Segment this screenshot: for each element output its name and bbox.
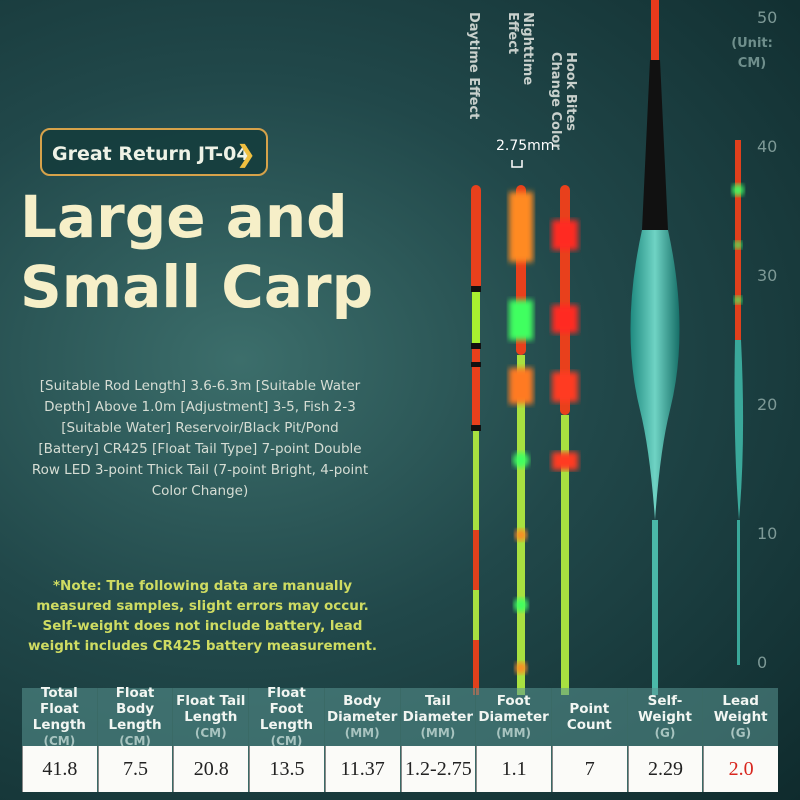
column-header: Float Foot Length (CM) (249, 685, 324, 748)
cell-value: 2.0 (703, 746, 779, 792)
header-text: Point Count (566, 701, 612, 733)
label-line: Effect (505, 12, 520, 55)
label-line: Nighttime (520, 12, 535, 86)
cell-value: 1.2-2.75 (400, 746, 476, 792)
badge-text: Great Return JT-04 (52, 143, 250, 165)
header-unit: (MM) (344, 726, 380, 740)
column-header: Tail Diameter (MM) (400, 688, 476, 746)
scale-tick: 20 (757, 395, 778, 414)
cell-value: 7 (551, 746, 627, 792)
header-unit: (MM) (496, 726, 531, 740)
header-unit: (CM) (119, 734, 151, 748)
bite-float (552, 185, 578, 695)
cell-value: 7.5 (97, 746, 173, 792)
column-header: Body Diameter (MM) (324, 688, 400, 746)
scale-tick: 10 (757, 524, 778, 543)
header-text: Body Diameter (326, 693, 398, 725)
column-header: Lead Weight (G) (703, 688, 779, 746)
headline: Large and Small Carp (20, 182, 373, 322)
table-column: Float Foot Length (CM) 13.5 (248, 685, 324, 792)
header-unit: (CM) (194, 726, 227, 740)
table-column: Lead Weight (G) 2.0 (702, 688, 779, 792)
unit-line: (Unit: (731, 36, 773, 51)
label-line: Change Color (548, 52, 563, 150)
cell-value: 41.8 (22, 746, 97, 792)
float-label: Hook Bites Change Color (548, 52, 578, 150)
header-text: Float Body Length (108, 685, 162, 733)
label-line: Hook Bites (563, 52, 578, 132)
column-header: Float Body Length (CM) (97, 685, 173, 748)
headline-line: Large and (20, 183, 348, 251)
table-column: Foot Diameter (MM) 1.1 (475, 688, 551, 792)
note: *Note: The following data are manually m… (27, 578, 378, 654)
dimension-bracket (511, 160, 523, 168)
cell-value: 13.5 (249, 746, 324, 792)
header-unit: (CM) (270, 734, 303, 748)
headline-line: Small Carp (20, 253, 374, 321)
dimension: 2.75mm (496, 138, 555, 154)
header-unit: (G) (654, 726, 676, 740)
header-unit: (MM) (420, 726, 456, 740)
table-column: Tail Diameter (MM) 1.2-2.75 (399, 688, 476, 792)
header-unit: (G) (730, 726, 752, 740)
header-text: Float Tail Length (176, 693, 246, 725)
table-column: Total Float Length (CM) 41.8 (22, 685, 97, 792)
small-float (732, 140, 744, 665)
chevron: ❯ (235, 140, 256, 168)
header-text: Float Foot Length (259, 685, 314, 733)
spec-table: Total Float Length (CM) 41.8 Float Body Len… (22, 685, 779, 792)
table-column: Self-Weight (G) 2.29 (626, 688, 703, 792)
column-header: Self-Weight (G) (627, 688, 703, 746)
scale-tick: 0 (757, 653, 768, 672)
scale-tick: 50 (757, 8, 778, 27)
table-column: Float Body Length (CM) 7.5 (96, 685, 173, 792)
scale-tick: 30 (757, 266, 778, 285)
column-header: Total Float Length (CM) (22, 685, 97, 748)
daytime-float (471, 185, 481, 695)
table-column: Body Diameter (MM) 11.37 (323, 688, 400, 792)
header-text: Total Float Length (32, 685, 86, 733)
column-header: Point Count (551, 688, 627, 746)
scale-unit: (Unit: CM) (722, 34, 782, 74)
column-header: Float Tail Length (CM) (173, 688, 249, 746)
cell-value: 20.8 (173, 746, 249, 792)
table-column: Point Count 7 (550, 688, 627, 792)
header-text: Tail Diameter (402, 693, 474, 725)
cell-value: 11.37 (324, 746, 400, 792)
column-header: Foot Diameter (MM) (476, 688, 551, 746)
unit-line: CM) (737, 56, 767, 71)
scale-tick: 40 (757, 137, 778, 156)
cell-value: 1.1 (476, 746, 551, 792)
header-text: Foot Diameter (478, 693, 549, 725)
float-label: Nighttime Effect (505, 12, 535, 85)
table-column: Float Tail Length (CM) 20.8 (172, 688, 249, 792)
large-float (630, 0, 680, 695)
description: [Suitable Rod Length] 3.6-6.3m [Suitable… (31, 378, 369, 499)
header-unit: (CM) (43, 734, 76, 748)
cell-value: 2.29 (627, 746, 703, 792)
nighttime-float (509, 185, 533, 695)
float-label: Daytime Effect (466, 12, 481, 120)
badge: Great Return JT-04 ❯ (40, 128, 268, 176)
header-text: Self-Weight (638, 693, 692, 725)
header-text: Lead Weight (713, 693, 768, 725)
